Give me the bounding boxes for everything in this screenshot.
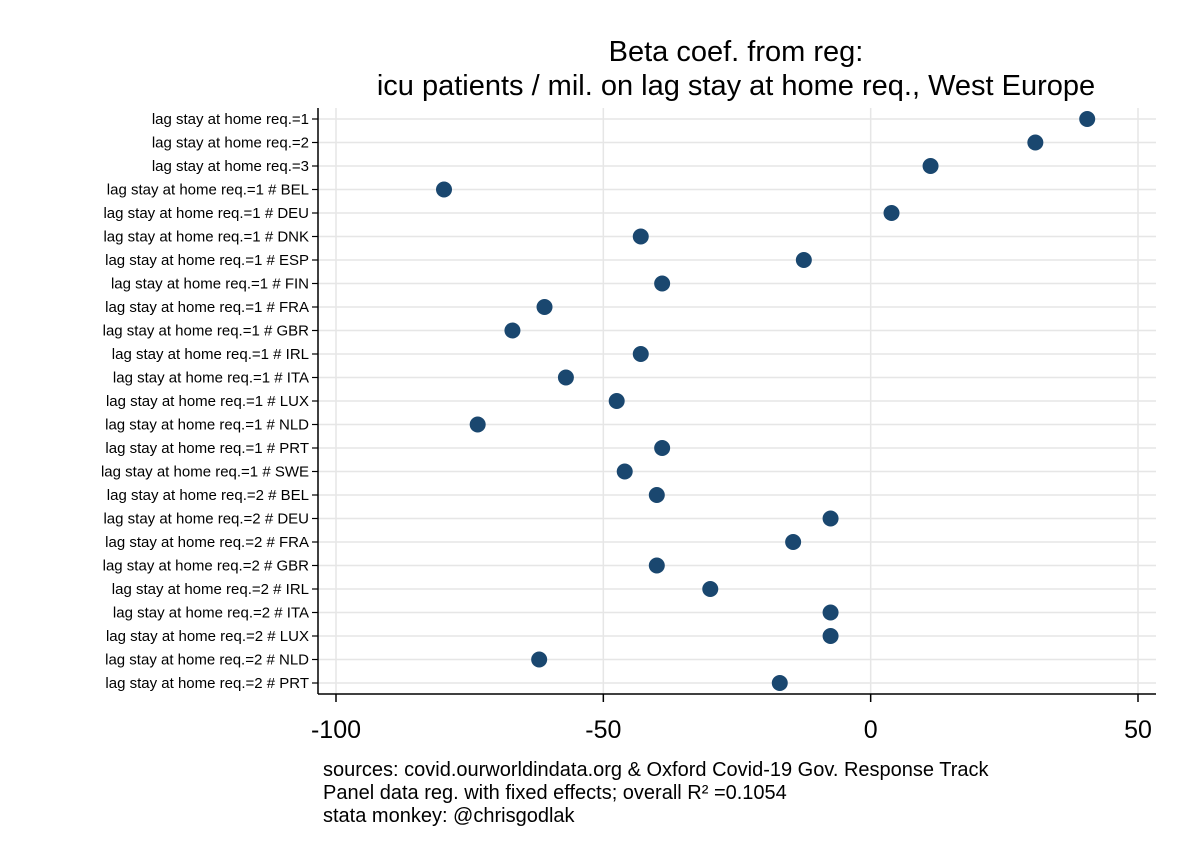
category-labels: lag stay at home req.=1 lag stay at home …: [101, 111, 309, 692]
data-point: [469, 416, 486, 433]
category-label: lag stay at home req.=1 # ITA: [113, 370, 309, 387]
data-points: [436, 111, 1096, 691]
data-point: [771, 675, 788, 691]
data-point: [632, 228, 649, 245]
category-label: lag stay at home req.=1 # GBR: [103, 323, 310, 340]
category-label: lag stay at home req.=1 # DNK: [103, 229, 309, 246]
category-label: lag stay at home req.=3: [152, 158, 309, 175]
data-point: [632, 346, 649, 362]
category-label: lag stay at home req.=1 # SWE: [101, 464, 309, 481]
gridlines: [318, 108, 1156, 694]
data-point: [648, 487, 665, 503]
category-label: lag stay at home req.=1 # LUX: [106, 393, 309, 410]
category-label: lag stay at home req.=1 # DEU: [103, 205, 309, 222]
category-label: lag stay at home req.=2 # LUX: [106, 628, 309, 645]
data-point: [536, 299, 553, 315]
category-label: lag stay at home req.=2 # PRT: [105, 675, 309, 692]
x-tick-label: -100: [311, 716, 361, 744]
category-label: lag stay at home req.=1 # FIN: [111, 276, 309, 293]
data-point: [557, 369, 574, 386]
x-tick-label: 0: [864, 716, 878, 744]
data-point: [1079, 111, 1096, 127]
data-point: [822, 604, 839, 621]
data-point: [504, 322, 521, 339]
axes: [312, 108, 1156, 702]
data-point: [616, 463, 633, 480]
category-label: lag stay at home req.=2 # ITA: [113, 605, 309, 622]
category-label: lag stay at home req.=1: [152, 111, 309, 128]
data-point: [795, 252, 812, 268]
category-label: lag stay at home req.=2: [152, 135, 309, 152]
chart-title-line-2: icu patients / mil. on lag stay at home …: [377, 70, 1095, 102]
data-point: [822, 628, 839, 644]
category-label: lag stay at home req.=1 # NLD: [105, 417, 309, 434]
data-point: [648, 557, 665, 574]
source-note: sources: covid.ourworldindata.org & Oxfo…: [323, 759, 989, 781]
data-point: [654, 275, 671, 292]
category-label: lag stay at home req.=2 # NLD: [105, 652, 309, 669]
data-point: [922, 158, 939, 174]
x-tick-label: 50: [1124, 716, 1152, 744]
data-point: [822, 510, 839, 527]
category-label: lag stay at home req.=2 # IRL: [112, 581, 309, 598]
data-point: [883, 205, 900, 221]
category-label: lag stay at home req.=1 # PRT: [105, 440, 309, 457]
category-label: lag stay at home req.=2 # FRA: [105, 534, 309, 551]
category-label: lag stay at home req.=2 # DEU: [103, 511, 309, 528]
x-tick-label: -50: [585, 716, 621, 744]
data-point: [654, 440, 671, 456]
regression-note: Panel data reg. with fixed effects; over…: [323, 782, 787, 804]
category-label: lag stay at home req.=1 # BEL: [107, 182, 309, 199]
data-point: [436, 181, 453, 198]
category-label: lag stay at home req.=1 # ESP: [105, 252, 309, 269]
category-label: lag stay at home req.=1 # FRA: [105, 299, 309, 316]
data-point: [702, 581, 719, 597]
data-point: [1027, 134, 1044, 151]
data-point: [608, 393, 625, 409]
category-label: lag stay at home req.=2 # BEL: [107, 487, 309, 504]
chart-title-line-1: Beta coef. from reg:: [609, 36, 864, 68]
data-point: [531, 651, 548, 668]
data-point: [785, 534, 802, 550]
category-label: lag stay at home req.=1 # IRL: [112, 346, 309, 363]
x-axis-tick-labels: -100 -50 0 50: [311, 716, 1152, 744]
author-note: stata monkey: @chrisgodlak: [323, 805, 576, 827]
category-label: lag stay at home req.=2 # GBR: [103, 558, 310, 575]
